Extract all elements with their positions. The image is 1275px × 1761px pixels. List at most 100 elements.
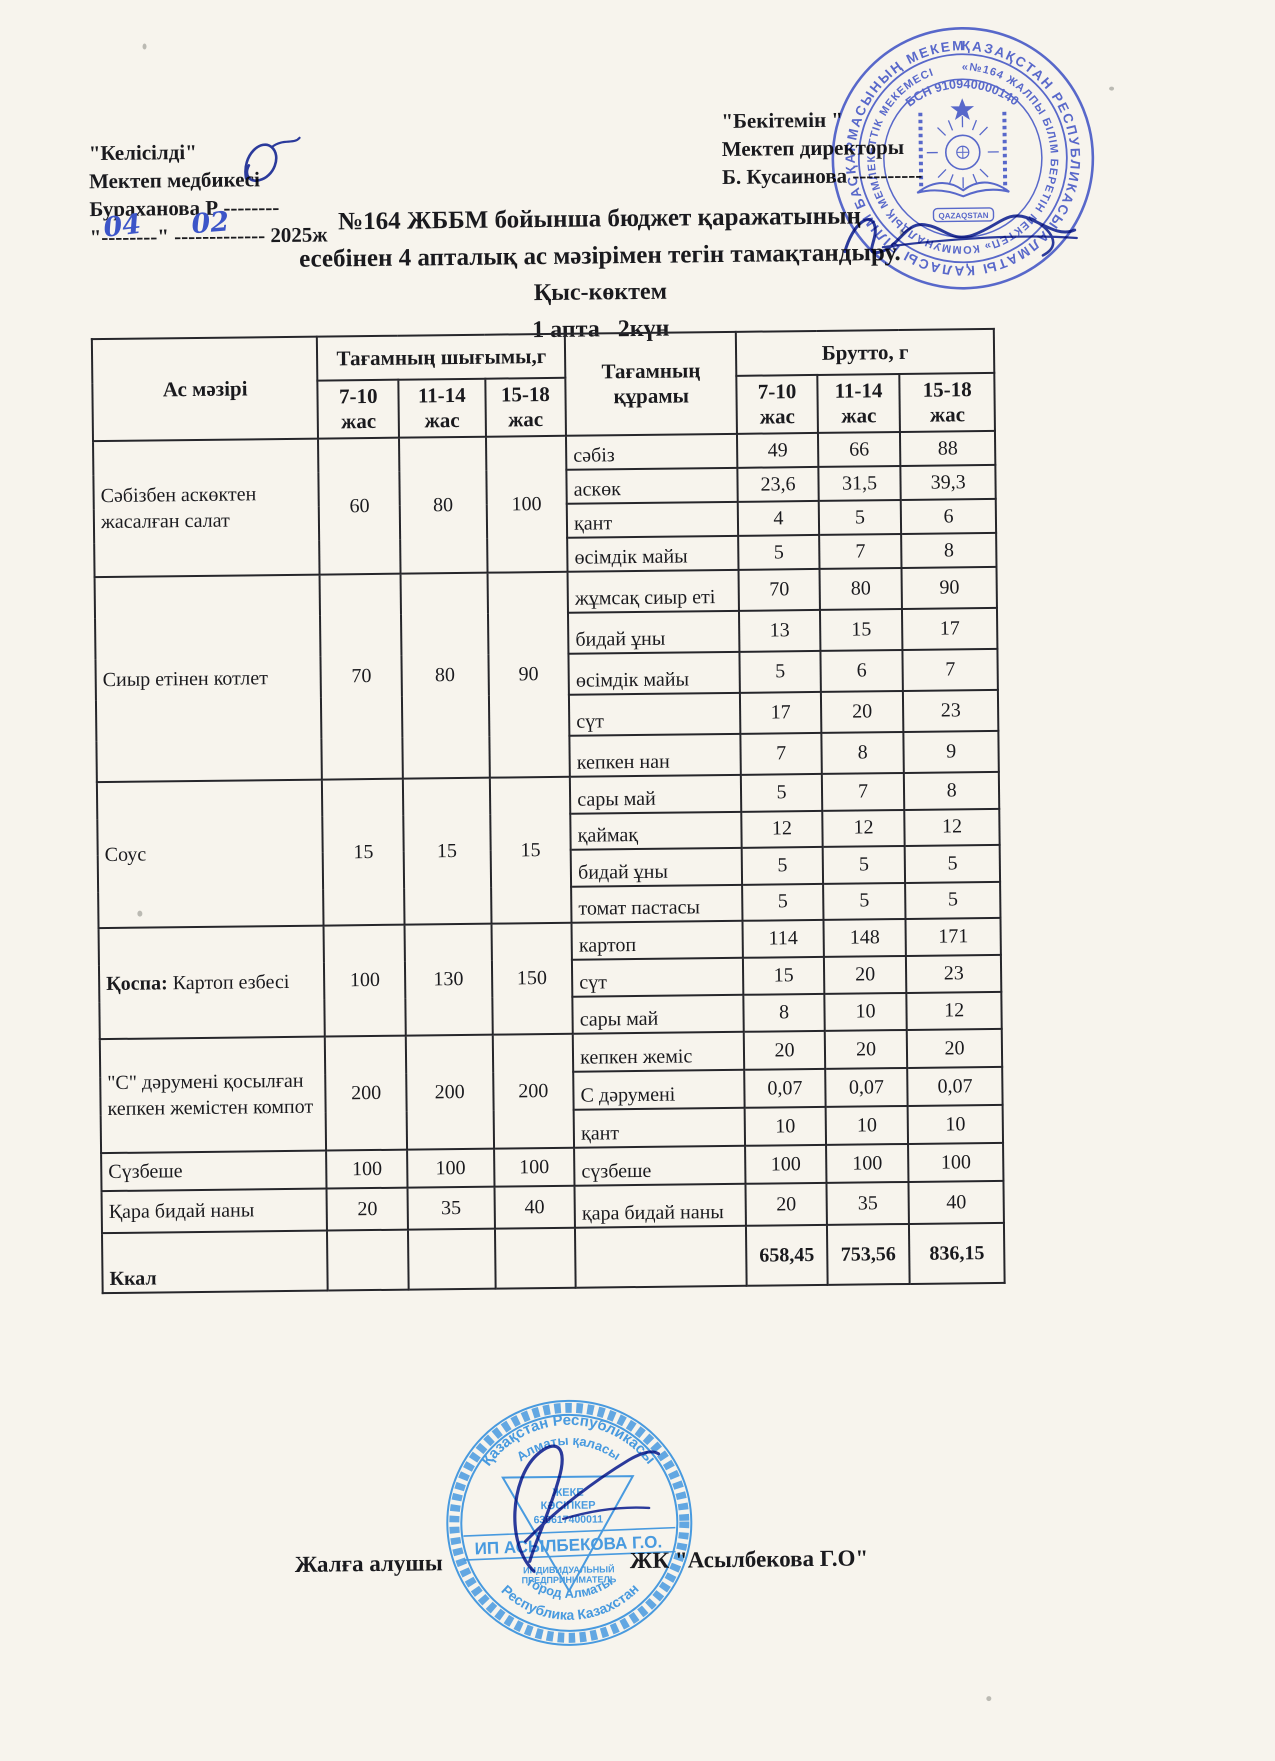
component-name-cell: кепкен жеміс xyxy=(572,1031,745,1072)
dish-name-cell: Соус xyxy=(96,779,325,929)
brutto-value-cell: 10 xyxy=(907,1104,1004,1144)
component-name-cell: С дәрумені xyxy=(573,1069,745,1110)
empty-output-cell xyxy=(407,1228,496,1290)
brutto-value-cell: 17 xyxy=(902,607,998,650)
component-name-cell: кепкен нан xyxy=(569,733,742,777)
brutto-value-cell: 8 xyxy=(821,731,905,774)
brutto-value-cell: 6 xyxy=(901,498,997,534)
brutto-value-cell: 12 xyxy=(904,808,1000,846)
brutto-value-cell: 8 xyxy=(904,771,1000,810)
brutto-value-cell: 20 xyxy=(744,1030,825,1070)
kcal-label-cell: Ккал xyxy=(101,1230,329,1294)
output-value-cell: 200 xyxy=(492,1033,575,1149)
brutto-value-cell: 10 xyxy=(744,1106,826,1146)
brutto-value-cell: 20 xyxy=(907,1028,1003,1068)
brutto-value-cell: 6 xyxy=(820,649,904,692)
brutto-value-cell: 35 xyxy=(826,1181,910,1225)
output-value-cell: 15 xyxy=(322,778,405,926)
scan-speck xyxy=(986,1696,992,1702)
component-name-cell: бидай ұны xyxy=(568,610,740,654)
brutto-value-cell: 12 xyxy=(906,991,1002,1030)
output-value-cell: 20 xyxy=(326,1187,408,1231)
header-composition: Тағамның құрамы xyxy=(564,331,738,436)
brutto-value-cell: 8 xyxy=(743,993,825,1032)
brutto-value-cell: 7 xyxy=(821,772,905,811)
dish-name-cell: Қоспа: Картоп езбесі xyxy=(98,925,326,1040)
output-value-cell: 100 xyxy=(485,435,568,573)
brutto-value-cell: 5 xyxy=(738,534,820,570)
component-name-cell: сары май xyxy=(569,774,742,814)
brutto-value-cell: 66 xyxy=(817,432,901,467)
brutto-value-cell: 5 xyxy=(822,882,906,920)
output-value-cell: 80 xyxy=(400,572,490,779)
output-value-cell: 100 xyxy=(326,1149,408,1189)
brutto-value-cell: 20 xyxy=(824,1029,908,1069)
kcal-total-cell: 658,45 xyxy=(746,1224,828,1286)
output-value-cell: 80 xyxy=(399,436,488,574)
dish-name-cell: Сүзбеше xyxy=(101,1150,327,1192)
stamp-qazaqstan-text: QAZAQSTAN xyxy=(938,211,988,221)
brutto-value-cell: 5 xyxy=(739,650,821,693)
table-footer-row: Ккал 658,45 753,56 836,15 xyxy=(101,1222,1005,1294)
brutto-value-cell: 12 xyxy=(822,809,905,847)
component-name-cell: қаймақ xyxy=(570,811,742,850)
header-brutto: Брутто, г xyxy=(736,328,995,376)
empty-output-cell xyxy=(494,1227,576,1289)
component-name-cell: қара бидай наны xyxy=(574,1183,747,1228)
menu-table-body: Сәбізбен аскөктен жасалған салат 60 80 100 с… xyxy=(93,430,1005,1294)
brutto-value-cell: 9 xyxy=(903,730,999,773)
brutto-value-cell: 10 xyxy=(824,992,908,1031)
component-name-cell: өсімдік майы xyxy=(567,535,739,572)
output-value-cell: 35 xyxy=(407,1186,495,1230)
brutto-value-cell: 20 xyxy=(820,690,904,733)
director-signature xyxy=(843,214,1078,257)
brutto-value-cell: 39,3 xyxy=(900,464,996,500)
brutto-value-cell: 20 xyxy=(823,955,907,994)
ip-stamp-kasipker-text: КӘСІПКЕР xyxy=(541,1500,596,1513)
component-name-cell: аскөк xyxy=(566,467,739,504)
brutto-value-cell: 100 xyxy=(745,1144,827,1184)
output-value-cell: 15 xyxy=(489,776,572,924)
tenant-label: Жалға алушы xyxy=(294,1550,443,1577)
brutto-value-cell: 114 xyxy=(742,919,824,958)
component-name-cell: сүт xyxy=(569,692,741,736)
header-age-2: 11-14 жас xyxy=(398,378,486,438)
brutto-value-cell: 49 xyxy=(737,432,819,468)
header-age-5: 11-14 жас xyxy=(817,374,901,433)
brutto-value-cell: 8 xyxy=(901,532,997,568)
brutto-value-cell: 40 xyxy=(908,1180,1004,1224)
output-value-cell: 200 xyxy=(325,1035,408,1151)
school-round-stamp-icon: ҚАЗАҚСТАН РЕСПУБЛИКАСЫ АЛМАТЫ ҚАЛАСЫ БІЛ… xyxy=(827,23,1095,290)
brutto-value-cell: 0,07 xyxy=(824,1067,908,1107)
brutto-value-cell: 15 xyxy=(819,608,903,651)
component-name-cell: сары май xyxy=(572,994,745,1034)
output-value-cell: 90 xyxy=(487,571,570,778)
ip-stamp-individual-text: ИНДИВИДУАЛЬНЫЙ xyxy=(523,1563,615,1575)
dish-name-cell: Қара бидай наны xyxy=(101,1188,328,1234)
brutto-value-cell: 171 xyxy=(905,917,1001,956)
header-menu: Ас мәзірі xyxy=(91,336,319,442)
output-value-cell: 100 xyxy=(407,1148,495,1188)
component-name-cell: қант xyxy=(566,501,739,538)
dish-name-cell: Сәбізбен аскөктен жасалған салат xyxy=(93,438,321,578)
brutto-value-cell: 23,6 xyxy=(737,466,819,502)
brutto-value-cell: 7 xyxy=(818,533,902,569)
brutto-value-cell: 7 xyxy=(902,648,998,691)
brutto-value-cell: 4 xyxy=(738,500,819,536)
component-name-cell: бидай ұны xyxy=(570,847,743,887)
output-value-cell: 40 xyxy=(494,1185,576,1229)
component-name-cell: қант xyxy=(573,1107,746,1148)
header-age-4: 7-10 жас xyxy=(736,374,818,434)
tenant-signature xyxy=(513,1444,661,1573)
output-value-cell: 150 xyxy=(491,922,573,1035)
component-name-cell: томат пастасы xyxy=(571,884,743,923)
output-value-cell: 100 xyxy=(493,1147,575,1187)
ip-stamp-predprinimatel-text: ПРЕДПРИНИМАТЕЛЬ xyxy=(522,1574,617,1585)
brutto-value-cell: 5 xyxy=(741,846,823,885)
brutto-value-cell: 23 xyxy=(903,689,999,732)
component-name-cell: сәбіз xyxy=(566,433,738,470)
component-name-cell: сүт xyxy=(572,957,744,997)
brutto-value-cell: 70 xyxy=(738,568,820,611)
brutto-value-cell: 5 xyxy=(741,773,823,812)
